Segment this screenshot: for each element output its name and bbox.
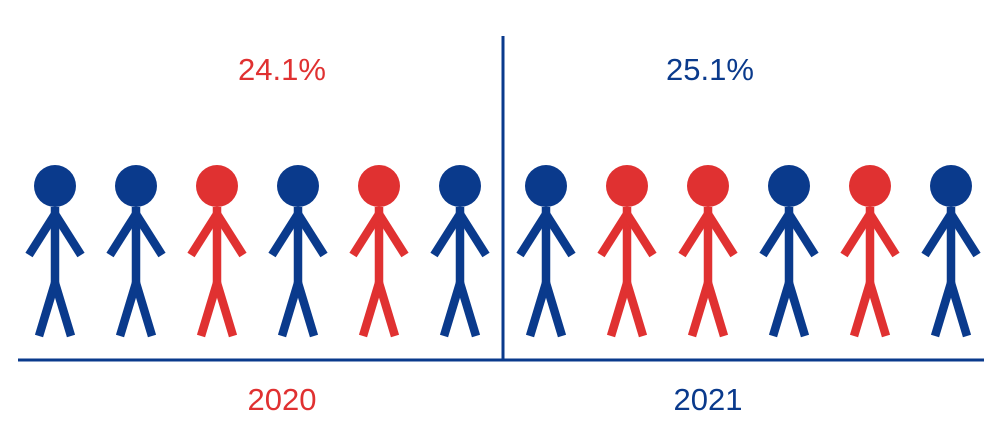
figure-right-leg (703, 281, 729, 338)
value-label-2021: 25.1% (666, 52, 754, 87)
figure-right-arm (785, 211, 819, 258)
figure-right-arm (866, 211, 900, 258)
figure-left-arm (106, 211, 140, 258)
figure-left-arm (349, 211, 383, 258)
figure-left-arm (678, 211, 712, 258)
figure-head (277, 165, 319, 207)
person-figure-2020-1-blue (25, 165, 85, 338)
figure-left-arm (921, 211, 955, 258)
figure-head (439, 165, 481, 207)
figure-right-arm (947, 211, 981, 258)
figure-right-leg (131, 281, 157, 338)
figure-left-leg (525, 281, 551, 338)
figure-left-arm (187, 211, 221, 258)
figure-left-leg (34, 281, 60, 338)
figure-right-leg (622, 281, 648, 338)
figure-left-leg (849, 281, 875, 338)
figure-left-arm (759, 211, 793, 258)
figure-right-leg (865, 281, 891, 338)
figure-right-arm (623, 211, 657, 258)
figure-left-leg (930, 281, 956, 338)
figure-left-arm (597, 211, 631, 258)
figure-right-leg (50, 281, 76, 338)
value-label-2020: 24.1% (238, 52, 326, 87)
figure-right-arm (213, 211, 247, 258)
figure-head (930, 165, 972, 207)
person-figure-2020-2-blue (106, 165, 166, 338)
figure-head (849, 165, 891, 207)
year-label-2021: 2021 (674, 382, 743, 417)
figure-head (687, 165, 729, 207)
figure-right-leg (541, 281, 567, 338)
figure-right-arm (542, 211, 576, 258)
figure-right-arm (704, 211, 738, 258)
person-figure-2020-4-blue (268, 165, 328, 338)
figure-right-leg (374, 281, 400, 338)
figure-left-arm (268, 211, 302, 258)
person-figure-2020-5-red (349, 165, 409, 338)
figures-layer (25, 165, 981, 338)
person-figure-2021-3-red (678, 165, 738, 338)
figure-left-leg (196, 281, 222, 338)
person-figure-2021-2-red (597, 165, 657, 338)
figure-right-arm (456, 211, 490, 258)
figure-head (606, 165, 648, 207)
year-label-2020: 2020 (248, 382, 317, 417)
figure-head (525, 165, 567, 207)
person-figure-2021-1-blue (516, 165, 576, 338)
figure-left-arm (840, 211, 874, 258)
figure-head (34, 165, 76, 207)
person-figure-2020-3-red (187, 165, 247, 338)
figure-right-leg (946, 281, 972, 338)
figure-left-leg (606, 281, 632, 338)
figure-left-arm (430, 211, 464, 258)
figure-left-arm (516, 211, 550, 258)
figure-right-leg (212, 281, 238, 338)
person-figure-2021-6-blue (921, 165, 981, 338)
figure-head (115, 165, 157, 207)
figure-right-arm (132, 211, 166, 258)
figure-left-leg (439, 281, 465, 338)
figure-left-arm (25, 211, 59, 258)
figure-head (358, 165, 400, 207)
person-figure-2021-4-blue (759, 165, 819, 338)
figure-left-leg (115, 281, 141, 338)
figure-left-leg (277, 281, 303, 338)
figure-head (768, 165, 810, 207)
figure-right-leg (455, 281, 481, 338)
figure-left-leg (768, 281, 794, 338)
figure-right-leg (293, 281, 319, 338)
figure-right-leg (784, 281, 810, 338)
person-figure-2020-6-blue (430, 165, 490, 338)
figure-right-arm (294, 211, 328, 258)
figure-left-leg (687, 281, 713, 338)
figure-head (196, 165, 238, 207)
person-figure-2021-5-red (840, 165, 900, 338)
figure-left-leg (358, 281, 384, 338)
figure-right-arm (51, 211, 85, 258)
figure-right-arm (375, 211, 409, 258)
